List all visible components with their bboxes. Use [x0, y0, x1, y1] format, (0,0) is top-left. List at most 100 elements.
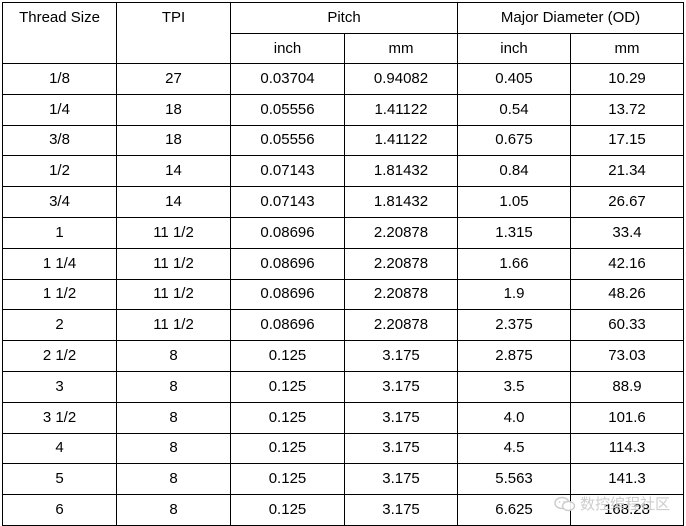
cell-pitch-mm: 2.20878 — [343, 309, 459, 342]
cell-od-inch: 6.625 — [457, 494, 572, 526]
cell-thread-size: 3/4 — [2, 186, 117, 218]
cell-od-inch: 2.875 — [457, 340, 572, 372]
cell-pitch-inch: 0.08696 — [230, 216, 345, 249]
cell-thread-size: 4 — [2, 432, 117, 465]
cell-od-mm: 42.16 — [570, 247, 685, 280]
cell-od-mm: 48.26 — [570, 278, 685, 311]
cell-od-inch: 5.563 — [457, 463, 572, 496]
cell-od-mm: 88.9 — [570, 370, 685, 403]
header-pitch-mm: mm — [343, 33, 459, 64]
cell-pitch-inch: 0.125 — [230, 370, 345, 403]
cell-tpi: 8 — [116, 494, 231, 526]
cell-thread-size: 3 — [2, 370, 117, 403]
header-od-mm: mm — [570, 33, 685, 64]
cell-pitch-inch: 0.08696 — [230, 309, 345, 342]
cell-thread-size: 1/2 — [2, 155, 117, 188]
cell-tpi: 18 — [116, 93, 231, 126]
cell-pitch-mm: 1.41122 — [343, 93, 459, 126]
table-row: 2 11 1/2 0.08696 2.20878 2.375 60.33 — [2, 309, 685, 342]
cell-tpi: 18 — [116, 124, 231, 157]
cell-pitch-mm: 3.175 — [343, 340, 459, 372]
table-row: 1/8 27 0.03704 0.94082 0.405 10.29 — [2, 63, 685, 95]
table-row: 1 1/2 11 1/2 0.08696 2.20878 1.9 48.26 — [2, 278, 685, 311]
table-row: 3 1/2 8 0.125 3.175 4.0 101.6 — [2, 401, 685, 434]
cell-pitch-mm: 3.175 — [343, 401, 459, 434]
cell-od-inch: 4.5 — [457, 432, 572, 465]
cell-od-mm: 26.67 — [570, 186, 685, 218]
cell-od-mm: 168.28 — [570, 494, 685, 526]
cell-pitch-mm: 3.175 — [343, 494, 459, 526]
cell-tpi: 27 — [116, 63, 231, 95]
cell-pitch-inch: 0.125 — [230, 340, 345, 372]
cell-od-inch: 0.54 — [457, 93, 572, 126]
cell-od-inch: 1.315 — [457, 216, 572, 249]
cell-od-mm: 114.3 — [570, 432, 685, 465]
cell-thread-size: 1 1/4 — [2, 247, 117, 280]
cell-pitch-inch: 0.125 — [230, 401, 345, 434]
header-major-diameter: Major Diameter (OD) — [457, 2, 685, 34]
cell-pitch-mm: 0.94082 — [343, 63, 459, 95]
cell-od-inch: 0.675 — [457, 124, 572, 157]
table-row: 1/4 18 0.05556 1.41122 0.54 13.72 — [2, 93, 685, 126]
cell-thread-size: 1/4 — [2, 93, 117, 126]
table-row: 1/2 14 0.07143 1.81432 0.84 21.34 — [2, 155, 685, 188]
table-row: 3/4 14 0.07143 1.81432 1.05 26.67 — [2, 186, 685, 218]
cell-od-mm: 60.33 — [570, 309, 685, 342]
cell-od-inch: 1.9 — [457, 278, 572, 311]
cell-pitch-mm: 3.175 — [343, 370, 459, 403]
cell-pitch-mm: 3.175 — [343, 432, 459, 465]
cell-pitch-inch: 0.07143 — [230, 155, 345, 188]
cell-pitch-inch: 0.125 — [230, 463, 345, 496]
cell-od-mm: 33.4 — [570, 216, 685, 249]
cell-od-mm: 141.3 — [570, 463, 685, 496]
cell-od-mm: 10.29 — [570, 63, 685, 95]
cell-pitch-mm: 3.175 — [343, 463, 459, 496]
cell-od-mm: 73.03 — [570, 340, 685, 372]
cell-od-inch: 1.66 — [457, 247, 572, 280]
cell-od-inch: 4.0 — [457, 401, 572, 434]
cell-thread-size: 6 — [2, 494, 117, 526]
cell-od-mm: 21.34 — [570, 155, 685, 188]
cell-tpi: 8 — [116, 340, 231, 372]
cell-thread-size: 1/8 — [2, 63, 117, 95]
cell-od-inch: 2.375 — [457, 309, 572, 342]
cell-pitch-inch: 0.03704 — [230, 63, 345, 95]
table-row: 3 8 0.125 3.175 3.5 88.9 — [2, 370, 685, 403]
table-row: 2 1/2 8 0.125 3.175 2.875 73.03 — [2, 340, 685, 372]
table-row: 4 8 0.125 3.175 4.5 114.3 — [2, 432, 685, 465]
cell-thread-size: 2 — [2, 309, 117, 342]
cell-tpi: 8 — [116, 432, 231, 465]
header-od-inch: inch — [457, 33, 572, 64]
header-thread-size: Thread Size — [2, 2, 117, 64]
cell-thread-size: 3/8 — [2, 124, 117, 157]
cell-tpi: 8 — [116, 401, 231, 434]
cell-tpi: 11 1/2 — [116, 247, 231, 280]
table-row: 3/8 18 0.05556 1.41122 0.675 17.15 — [2, 124, 685, 157]
header-row-2: inch mm inch mm — [3, 33, 685, 64]
cell-thread-size: 2 1/2 — [2, 340, 117, 372]
cell-pitch-mm: 1.81432 — [343, 155, 459, 188]
table-row: 5 8 0.125 3.175 5.563 141.3 — [2, 463, 685, 496]
cell-od-inch: 1.05 — [457, 186, 572, 218]
cell-od-inch: 3.5 — [457, 370, 572, 403]
cell-tpi: 11 1/2 — [116, 216, 231, 249]
cell-pitch-inch: 0.05556 — [230, 93, 345, 126]
cell-tpi: 14 — [116, 186, 231, 218]
cell-thread-size: 1 1/2 — [2, 278, 117, 311]
cell-tpi: 11 1/2 — [116, 309, 231, 342]
cell-pitch-inch: 0.125 — [230, 494, 345, 526]
cell-pitch-inch: 0.08696 — [230, 247, 345, 280]
cell-od-mm: 13.72 — [570, 93, 685, 126]
cell-pitch-inch: 0.08696 — [230, 278, 345, 311]
cell-pitch-mm: 2.20878 — [343, 278, 459, 311]
cell-tpi: 8 — [116, 463, 231, 496]
header-pitch-inch: inch — [230, 33, 345, 64]
cell-tpi: 14 — [116, 155, 231, 188]
table-row: 1 11 1/2 0.08696 2.20878 1.315 33.4 — [2, 216, 685, 249]
cell-od-mm: 101.6 — [570, 401, 685, 434]
cell-od-inch: 0.84 — [457, 155, 572, 188]
cell-pitch-inch: 0.07143 — [230, 186, 345, 218]
cell-pitch-mm: 1.81432 — [343, 186, 459, 218]
